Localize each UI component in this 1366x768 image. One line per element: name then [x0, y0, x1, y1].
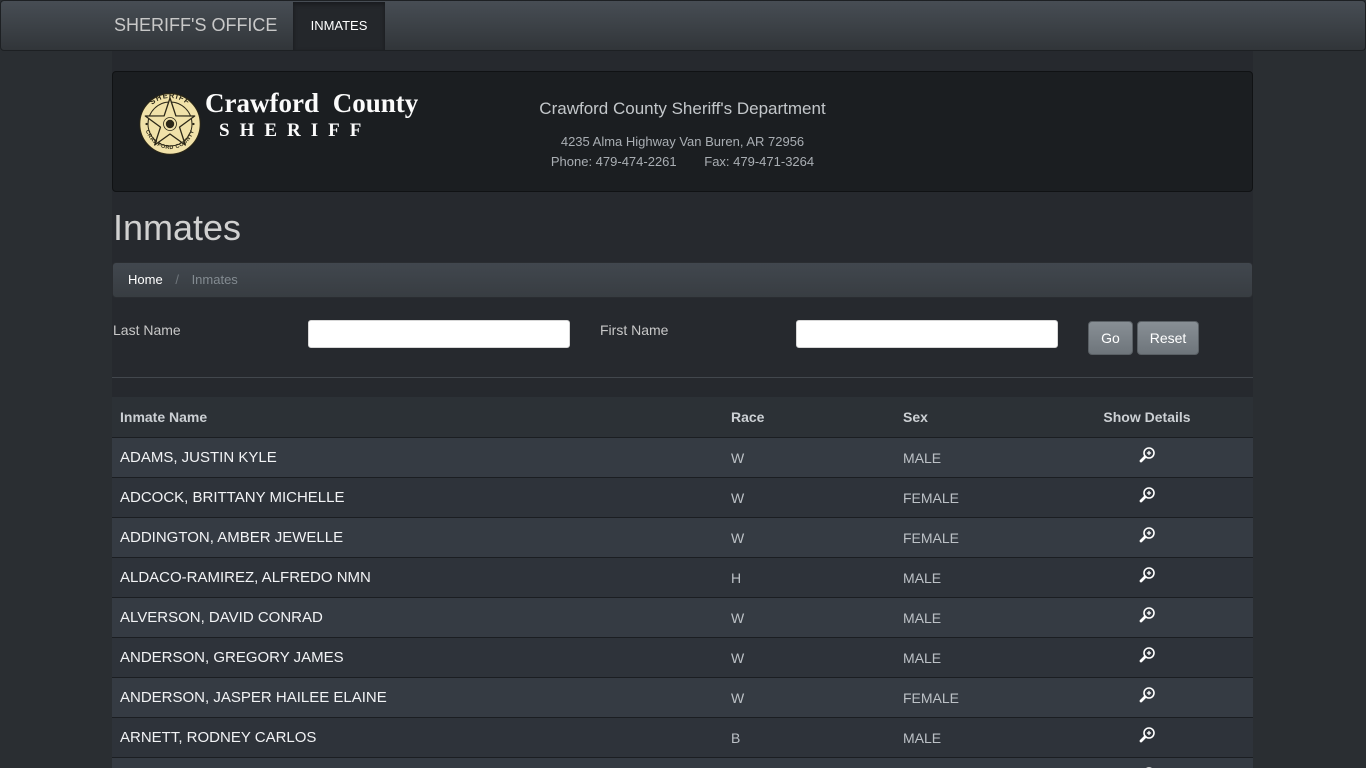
table-row: ARNETT, RODNEY CARLOS B MALE	[112, 717, 1253, 757]
inmate-race: B	[731, 729, 741, 746]
table-row: ADDINGTON, AMBER JEWELLE W FEMALE	[112, 517, 1253, 557]
tab-inmates[interactable]: INMATES	[293, 2, 385, 50]
zoom-in-icon	[1139, 527, 1155, 543]
last-name-label: Last Name	[113, 322, 181, 338]
navbar: SHERIFF'S OFFICE INMATES	[0, 0, 1366, 51]
inmate-race: W	[731, 529, 745, 546]
form-table-divider	[112, 377, 1253, 378]
department-name: Crawford County Sheriff's Department	[539, 99, 826, 118]
inmate-sex: FEMALE	[903, 529, 960, 546]
show-details-button[interactable]	[1138, 526, 1156, 544]
department-header: SHERIFF CRAWFORD COUNTY Crawford County …	[112, 71, 1253, 192]
show-details-button[interactable]	[1138, 486, 1156, 504]
inmate-sex: MALE	[903, 569, 942, 586]
zoom-in-icon	[1139, 607, 1155, 623]
inmate-table-body: ADAMS, JUSTIN KYLE W MALE ADCOCK, BRITTA…	[112, 437, 1253, 768]
breadcrumb-separator: /	[175, 272, 179, 287]
zoom-in-icon	[1139, 567, 1155, 583]
inmate-name: ALDACO-RAMIREZ, ALFREDO NMN	[120, 569, 371, 586]
table-row: ADCOCK, BRITTANY MICHELLE W FEMALE	[112, 477, 1253, 517]
header-show-details: Show Details	[1103, 409, 1191, 425]
inmate-sex: MALE	[903, 729, 942, 746]
table-row: ADAMS, JUSTIN KYLE W MALE	[112, 437, 1253, 477]
inmates-table: Inmate Name Race Sex Show Details ADAMS,…	[112, 397, 1253, 768]
zoom-in-icon	[1139, 687, 1155, 703]
zoom-in-icon	[1139, 447, 1155, 463]
table-row	[112, 757, 1253, 768]
inmate-name: ADAMS, JUSTIN KYLE	[120, 449, 277, 466]
show-details-button[interactable]	[1138, 726, 1156, 744]
show-details-button[interactable]	[1138, 606, 1156, 624]
inmate-sex: MALE	[903, 649, 942, 666]
inmate-sex: FEMALE	[903, 689, 960, 706]
inmate-name: ANDERSON, JASPER HAILEE ELAINE	[120, 689, 387, 706]
inmate-race: W	[731, 609, 745, 626]
inmate-race: H	[731, 569, 742, 586]
page-title: Inmates	[113, 207, 242, 248]
last-name-input[interactable]	[308, 320, 570, 348]
inmate-race: W	[731, 489, 745, 506]
go-button[interactable]: Go	[1088, 321, 1133, 355]
breadcrumb-current: Inmates	[191, 272, 238, 287]
phone-number: Phone: 479-474-2261	[550, 154, 677, 169]
inmate-name: ADDINGTON, AMBER JEWELLE	[120, 529, 344, 546]
show-details-button[interactable]	[1138, 446, 1156, 464]
inmate-name: ARNETT, RODNEY CARLOS	[120, 729, 317, 746]
header-inmate-name: Inmate Name	[120, 409, 208, 425]
inmate-sex: FEMALE	[903, 489, 960, 506]
breadcrumb-home-link[interactable]: Home	[128, 272, 163, 287]
show-details-button[interactable]	[1138, 646, 1156, 664]
reset-button[interactable]: Reset	[1137, 321, 1199, 355]
navbar-brand[interactable]: SHERIFF'S OFFICE	[114, 15, 278, 35]
header-race: Race	[731, 409, 765, 425]
inmate-race: W	[731, 449, 745, 466]
table-row: ALVERSON, DAVID CONRAD W MALE	[112, 597, 1253, 637]
zoom-in-icon	[1139, 647, 1155, 663]
inmate-sex: MALE	[903, 609, 942, 626]
first-name-label: First Name	[600, 322, 669, 338]
breadcrumb: Home / Inmates	[112, 262, 1253, 298]
inmate-name: ALVERSON, DAVID CONRAD	[120, 609, 323, 626]
inmate-race: W	[731, 649, 745, 666]
first-name-input[interactable]	[796, 320, 1058, 348]
zoom-in-icon	[1139, 727, 1155, 743]
fax-number: Fax: 479-471-3264	[704, 154, 815, 169]
table-row: ALDACO-RAMIREZ, ALFREDO NMN H MALE	[112, 557, 1253, 597]
table-header-row: Inmate Name Race Sex Show Details	[112, 397, 1253, 437]
table-row: ANDERSON, GREGORY JAMES W MALE	[112, 637, 1253, 677]
inmate-name: ADCOCK, BRITTANY MICHELLE	[120, 489, 345, 506]
logo-title-line1: Crawford County	[205, 88, 419, 118]
table-row: ANDERSON, JASPER HAILEE ELAINE W FEMALE	[112, 677, 1253, 717]
sheriff-badge-icon: SHERIFF CRAWFORD COUNTY	[139, 93, 201, 155]
logo-title-line2: SHERIFF	[219, 120, 372, 141]
department-phone-fax: Phone: 479-474-2261 Fax: 479-471-3264	[113, 154, 1252, 169]
department-address: 4235 Alma Highway Van Buren, AR 72956	[560, 134, 805, 149]
inmate-sex: MALE	[903, 449, 942, 466]
zoom-in-icon	[1139, 487, 1155, 503]
show-details-button[interactable]	[1138, 566, 1156, 584]
inmate-name: ANDERSON, GREGORY JAMES	[120, 649, 344, 666]
header-sex: Sex	[903, 409, 928, 425]
inmate-race: W	[731, 689, 745, 706]
show-details-button[interactable]	[1138, 686, 1156, 704]
